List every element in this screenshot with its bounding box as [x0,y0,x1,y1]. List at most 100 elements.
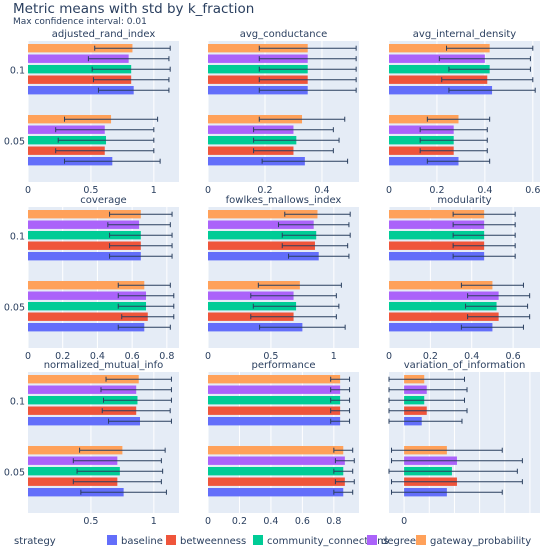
x-tick-label: 0.6 [125,351,140,362]
subplot-variation_of_information: 0 variation_of_information [388,360,540,527]
subplot-adjusted_rand_index: 0 0.5 1 adjusted_rand_index 0.1 0.05 [4,29,179,196]
legend-swatch [253,535,263,545]
bar-betweenness-0.05 [208,146,294,155]
subplot-modularity: 0 0.2 0.4 0.6 modularity [386,195,540,362]
subplot-title: modularity [437,195,491,206]
bar-gateway_probability-0.1 [28,44,133,53]
bar-betweenness-0.1 [28,241,141,250]
subplot-avg_internal_density: 0 0.2 0.4 0.6 avg_internal_density [386,29,540,196]
legend-item-baseline[interactable]: baseline [107,535,163,547]
legend: strategy baseline betweenness community_co… [14,535,531,547]
x-tick-label: 0.5 [83,185,98,196]
bar-baseline-0.1 [208,417,341,426]
x-tick-label: 0.4 [263,516,278,527]
legend-item-degree[interactable]: degree [367,535,416,547]
bar-gateway_probability-0.05 [208,446,344,455]
x-tick-label: 1 [331,351,337,362]
x-tick-label: 0.2 [55,351,70,362]
x-tick-label: 0.4 [477,185,492,196]
subplot-fowlkes_mallows_index: 0 0.5 1 fowlkes_mallows_index [205,195,359,362]
bar-gateway_probability-0.05 [389,281,493,290]
legend-item-community_connections[interactable]: community_connections [253,535,389,547]
bar-betweenness-0.1 [389,241,485,250]
bar-gateway_probability-0.1 [28,375,139,384]
bar-gateway_probability-0.05 [28,446,123,455]
bar-gateway_probability-0.1 [389,44,490,53]
bar-baseline-0.1 [389,252,485,261]
x-tick-label: 0 [205,516,211,527]
subplot-normalized_mutual_info: 0.5 1 normalized_mutual_info 0.1 0.05 [4,360,179,527]
bar-community_connections-0.1 [389,65,490,74]
bar-baseline-0.1 [28,252,141,261]
bar-gateway_probability-0.05 [28,281,145,290]
legend-item-betweenness[interactable]: betweenness [166,535,246,547]
legend-label: betweenness [180,536,246,547]
legend-swatch [107,535,117,545]
bar-betweenness-0.1 [208,241,315,250]
bar-baseline-0.05 [208,157,305,166]
bar-betweenness-0.05 [208,477,345,486]
subplot-title: fowlkes_mallows_index [226,195,342,206]
bar-community_connections-0.05 [28,467,120,476]
bar-baseline-0.1 [208,86,308,95]
subplot-grid: 0 0.5 1 adjusted_rand_index 0.1 0.05 0 0.2 0.4 av… [4,29,541,527]
bar-betweenness-0.1 [28,406,137,415]
subplot-performance: 0 0.2 0.4 0.6 0.8 performance [205,360,359,527]
bar-gateway_probability-0.1 [208,375,341,384]
bar-gateway_probability-0.1 [208,44,308,53]
legend-swatch [416,535,426,545]
bar-gateway_probability-0.1 [28,210,141,219]
bar-betweenness-0.05 [28,312,148,321]
x-tick-label: 0.8 [159,351,174,362]
bar-degree-0.1 [389,220,485,229]
y-tick-label: 0.1 [10,396,25,407]
x-tick-label: 0 [386,351,392,362]
x-tick-label: 0.5 [83,516,98,527]
bar-community_connections-0.1 [208,231,317,240]
bar-betweenness-0.05 [28,477,118,486]
x-tick-label: 0 [25,185,31,196]
legend-item-gateway_probability[interactable]: gateway_probability [416,535,531,547]
bar-gateway_probability-0.1 [208,210,318,219]
bar-betweenness-0.1 [28,75,132,84]
bar-baseline-0.1 [28,417,140,426]
x-tick-label: 0.4 [314,185,329,196]
bar-community_connections-0.1 [28,396,138,405]
y-tick-label: 0.1 [10,231,25,242]
bar-degree-0.05 [28,291,147,300]
x-tick-label: 1 [151,185,157,196]
bar-baseline-0.1 [389,86,493,95]
x-tick-label: 0 [205,351,211,362]
bar-community_connections-0.1 [208,396,341,405]
bar-baseline-0.05 [28,323,145,332]
bar-degree-0.1 [208,220,314,229]
x-tick-label: 0.2 [423,351,438,362]
subplot-title: avg_conductance [240,29,328,40]
legend-swatch [166,535,176,545]
x-tick-label: 0.6 [295,516,310,527]
bar-degree-0.1 [28,54,129,63]
legend-label: community_connections [267,536,389,547]
chart-subtitle: Max confidence interval: 0.01 [13,17,147,27]
x-tick-label: 0.2 [429,185,444,196]
x-tick-label: 0 [401,516,407,527]
y-tick-label: 0.1 [10,65,25,76]
bar-betweenness-0.1 [389,75,488,84]
x-tick-label: 0.6 [506,351,521,362]
bar-community_connections-0.1 [28,231,141,240]
bar-baseline-0.05 [389,323,493,332]
legend-swatch [367,535,377,545]
bar-gateway_probability-0.05 [389,115,459,124]
subplot-title: adjusted_rand_index [52,29,156,40]
x-tick-label: 0.4 [90,351,105,362]
bar-community_connections-0.05 [208,467,344,476]
y-tick-label: 0.05 [4,136,25,147]
bar-degree-0.1 [389,54,485,63]
legend-label: degree [381,536,416,547]
bar-degree-0.05 [208,456,345,465]
bar-community_connections-0.05 [28,302,147,311]
legend-label: baseline [121,536,163,547]
subplot-title: performance [251,360,315,371]
legend-label: gateway_probability [430,536,531,547]
